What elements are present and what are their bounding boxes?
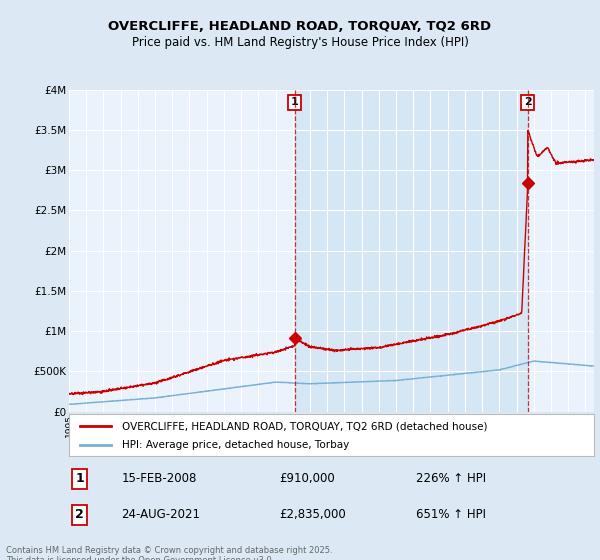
Text: Contains HM Land Registry data © Crown copyright and database right 2025.
This d: Contains HM Land Registry data © Crown c… — [6, 546, 332, 560]
Text: OVERCLIFFE, HEADLAND ROAD, TORQUAY, TQ2 6RD: OVERCLIFFE, HEADLAND ROAD, TORQUAY, TQ2 … — [109, 20, 491, 32]
Text: 1: 1 — [75, 472, 84, 485]
Text: £2,835,000: £2,835,000 — [279, 508, 346, 521]
Text: £910,000: £910,000 — [279, 472, 335, 485]
Bar — [295, 90, 527, 412]
Text: Price paid vs. HM Land Registry's House Price Index (HPI): Price paid vs. HM Land Registry's House … — [131, 36, 469, 49]
Text: 226% ↑ HPI: 226% ↑ HPI — [415, 472, 485, 485]
Text: 1: 1 — [291, 97, 299, 108]
Text: OVERCLIFFE, HEADLAND ROAD, TORQUAY, TQ2 6RD (detached house): OVERCLIFFE, HEADLAND ROAD, TORQUAY, TQ2 … — [121, 421, 487, 431]
Text: 2: 2 — [524, 97, 532, 108]
Text: 15-FEB-2008: 15-FEB-2008 — [121, 472, 197, 485]
Text: 24-AUG-2021: 24-AUG-2021 — [121, 508, 200, 521]
Text: 651% ↑ HPI: 651% ↑ HPI — [415, 508, 485, 521]
Text: HPI: Average price, detached house, Torbay: HPI: Average price, detached house, Torb… — [121, 440, 349, 450]
Text: 2: 2 — [75, 508, 84, 521]
